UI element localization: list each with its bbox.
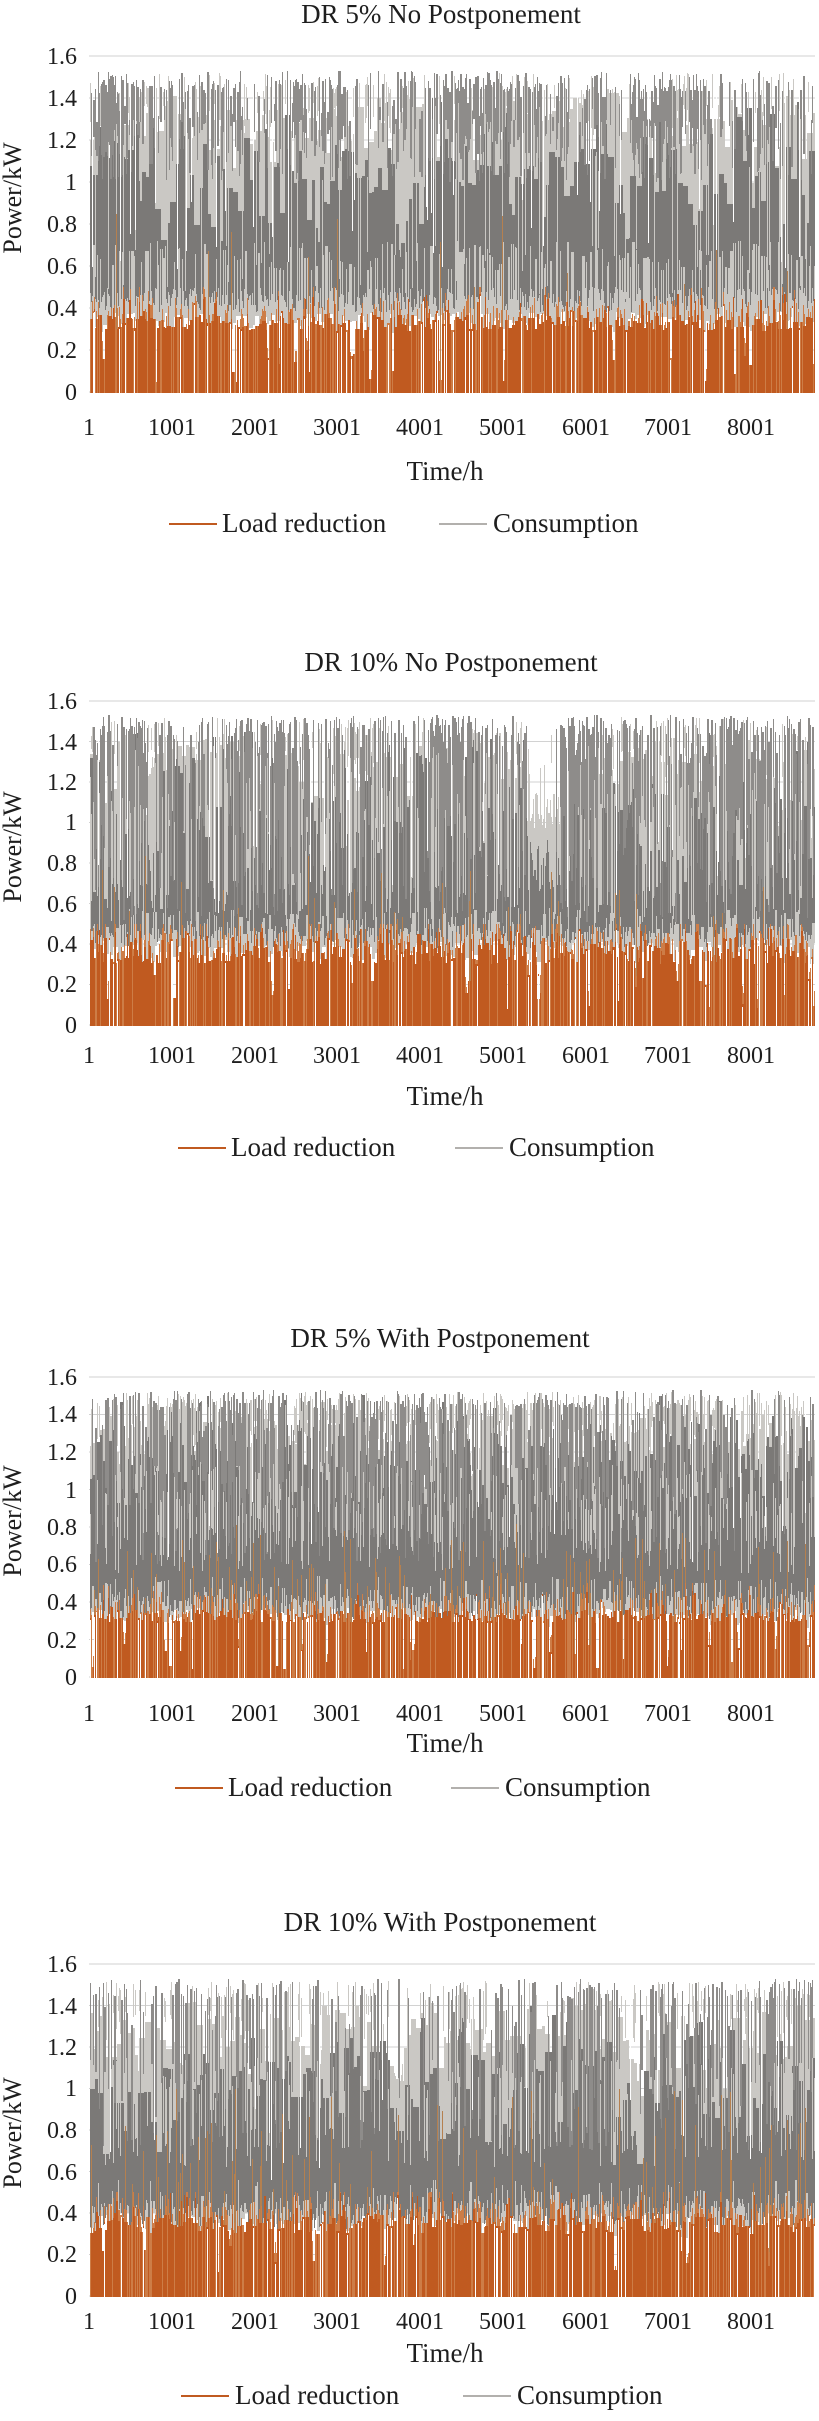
svg-text:0.6: 0.6 bbox=[47, 892, 77, 918]
svg-text:0.2: 0.2 bbox=[47, 972, 77, 998]
svg-text:Power/kW: Power/kW bbox=[0, 1465, 27, 1577]
svg-text:0.8: 0.8 bbox=[47, 2118, 77, 2144]
svg-text:3001: 3001 bbox=[313, 1043, 361, 1069]
svg-text:8001: 8001 bbox=[727, 415, 775, 441]
svg-text:1.2: 1.2 bbox=[47, 128, 77, 154]
svg-text:0.6: 0.6 bbox=[47, 1552, 77, 1578]
svg-text:0.2: 0.2 bbox=[47, 1628, 77, 1654]
svg-text:Power/kW: Power/kW bbox=[0, 2077, 27, 2189]
svg-text:1001: 1001 bbox=[148, 1701, 196, 1727]
svg-text:Consumption: Consumption bbox=[505, 1772, 651, 1802]
svg-text:Consumption: Consumption bbox=[517, 2380, 663, 2410]
svg-text:4001: 4001 bbox=[396, 415, 444, 441]
svg-text:1: 1 bbox=[65, 1478, 77, 1504]
svg-text:Load reduction: Load reduction bbox=[231, 1132, 396, 1162]
svg-text:0.4: 0.4 bbox=[47, 2201, 77, 2227]
svg-text:1001: 1001 bbox=[148, 1043, 196, 1069]
svg-text:1.6: 1.6 bbox=[47, 689, 77, 715]
svg-text:Load reduction: Load reduction bbox=[228, 1772, 393, 1802]
svg-text:5001: 5001 bbox=[479, 2309, 527, 2335]
svg-text:2001: 2001 bbox=[231, 2309, 279, 2335]
svg-text:0.8: 0.8 bbox=[47, 851, 77, 877]
svg-text:1.4: 1.4 bbox=[47, 86, 77, 112]
svg-text:Time/h: Time/h bbox=[406, 1081, 484, 1111]
svg-text:1001: 1001 bbox=[148, 2309, 196, 2335]
svg-text:Time/h: Time/h bbox=[406, 456, 484, 486]
svg-text:1.2: 1.2 bbox=[47, 2035, 77, 2061]
svg-text:Time/h: Time/h bbox=[406, 1728, 484, 1758]
svg-text:0: 0 bbox=[65, 2284, 77, 2310]
svg-text:0: 0 bbox=[65, 380, 77, 406]
svg-text:Time/h: Time/h bbox=[406, 2338, 484, 2368]
svg-text:1.4: 1.4 bbox=[47, 1402, 77, 1428]
svg-text:1.2: 1.2 bbox=[47, 1440, 77, 1466]
svg-text:4001: 4001 bbox=[396, 1043, 444, 1069]
svg-text:5001: 5001 bbox=[479, 415, 527, 441]
svg-text:1: 1 bbox=[83, 1701, 95, 1727]
svg-text:1: 1 bbox=[83, 2309, 95, 2335]
svg-text:7001: 7001 bbox=[644, 415, 692, 441]
svg-text:1.2: 1.2 bbox=[47, 770, 77, 796]
svg-text:Power/kW: Power/kW bbox=[0, 791, 27, 903]
svg-text:0.4: 0.4 bbox=[47, 1590, 77, 1616]
svg-text:3001: 3001 bbox=[313, 2309, 361, 2335]
svg-text:0.2: 0.2 bbox=[47, 338, 77, 364]
svg-text:7001: 7001 bbox=[644, 1701, 692, 1727]
svg-text:1: 1 bbox=[83, 1043, 95, 1069]
svg-text:0.4: 0.4 bbox=[47, 932, 77, 958]
svg-text:Load reduction: Load reduction bbox=[222, 508, 387, 538]
svg-text:2001: 2001 bbox=[231, 1043, 279, 1069]
svg-text:DR 10% No Postponement: DR 10% No Postponement bbox=[304, 647, 598, 677]
svg-text:8001: 8001 bbox=[727, 1701, 775, 1727]
svg-text:1.4: 1.4 bbox=[47, 730, 77, 756]
svg-text:3001: 3001 bbox=[313, 1701, 361, 1727]
svg-text:1.4: 1.4 bbox=[47, 1994, 77, 2020]
svg-text:6001: 6001 bbox=[562, 415, 610, 441]
svg-text:1: 1 bbox=[65, 810, 77, 836]
svg-text:7001: 7001 bbox=[644, 1043, 692, 1069]
svg-text:6001: 6001 bbox=[562, 2309, 610, 2335]
svg-text:5001: 5001 bbox=[479, 1701, 527, 1727]
svg-text:DR 5% With Postponement: DR 5% With Postponement bbox=[290, 1323, 590, 1353]
svg-text:2001: 2001 bbox=[231, 1701, 279, 1727]
svg-text:8001: 8001 bbox=[727, 1043, 775, 1069]
svg-text:1: 1 bbox=[65, 170, 77, 196]
svg-text:4001: 4001 bbox=[396, 2309, 444, 2335]
svg-text:1.6: 1.6 bbox=[47, 44, 77, 70]
svg-text:0.8: 0.8 bbox=[47, 212, 77, 238]
svg-text:0.6: 0.6 bbox=[47, 2160, 77, 2186]
svg-text:7001: 7001 bbox=[644, 2309, 692, 2335]
svg-text:Power/kW: Power/kW bbox=[0, 142, 27, 254]
svg-text:0: 0 bbox=[65, 1013, 77, 1039]
svg-text:Load reduction: Load reduction bbox=[235, 2380, 400, 2410]
svg-text:1: 1 bbox=[65, 2076, 77, 2102]
svg-text:1.6: 1.6 bbox=[47, 1952, 77, 1978]
svg-text:5001: 5001 bbox=[479, 1043, 527, 1069]
svg-text:1001: 1001 bbox=[148, 415, 196, 441]
svg-text:0.2: 0.2 bbox=[47, 2242, 77, 2268]
svg-text:4001: 4001 bbox=[396, 1701, 444, 1727]
svg-text:1.6: 1.6 bbox=[47, 1365, 77, 1391]
svg-text:Consumption: Consumption bbox=[509, 1132, 655, 1162]
svg-text:0: 0 bbox=[65, 1665, 77, 1691]
svg-text:6001: 6001 bbox=[562, 1701, 610, 1727]
svg-text:0.6: 0.6 bbox=[47, 254, 77, 280]
svg-text:8001: 8001 bbox=[727, 2309, 775, 2335]
svg-text:DR 5% No Postponement: DR 5% No Postponement bbox=[301, 0, 581, 29]
svg-text:0.4: 0.4 bbox=[47, 296, 77, 322]
svg-text:1: 1 bbox=[83, 415, 95, 441]
svg-text:Consumption: Consumption bbox=[493, 508, 639, 538]
svg-text:0.8: 0.8 bbox=[47, 1515, 77, 1541]
svg-text:DR 10% With Postponement: DR 10% With Postponement bbox=[284, 1907, 597, 1937]
svg-text:6001: 6001 bbox=[562, 1043, 610, 1069]
svg-text:3001: 3001 bbox=[313, 415, 361, 441]
svg-text:2001: 2001 bbox=[231, 415, 279, 441]
